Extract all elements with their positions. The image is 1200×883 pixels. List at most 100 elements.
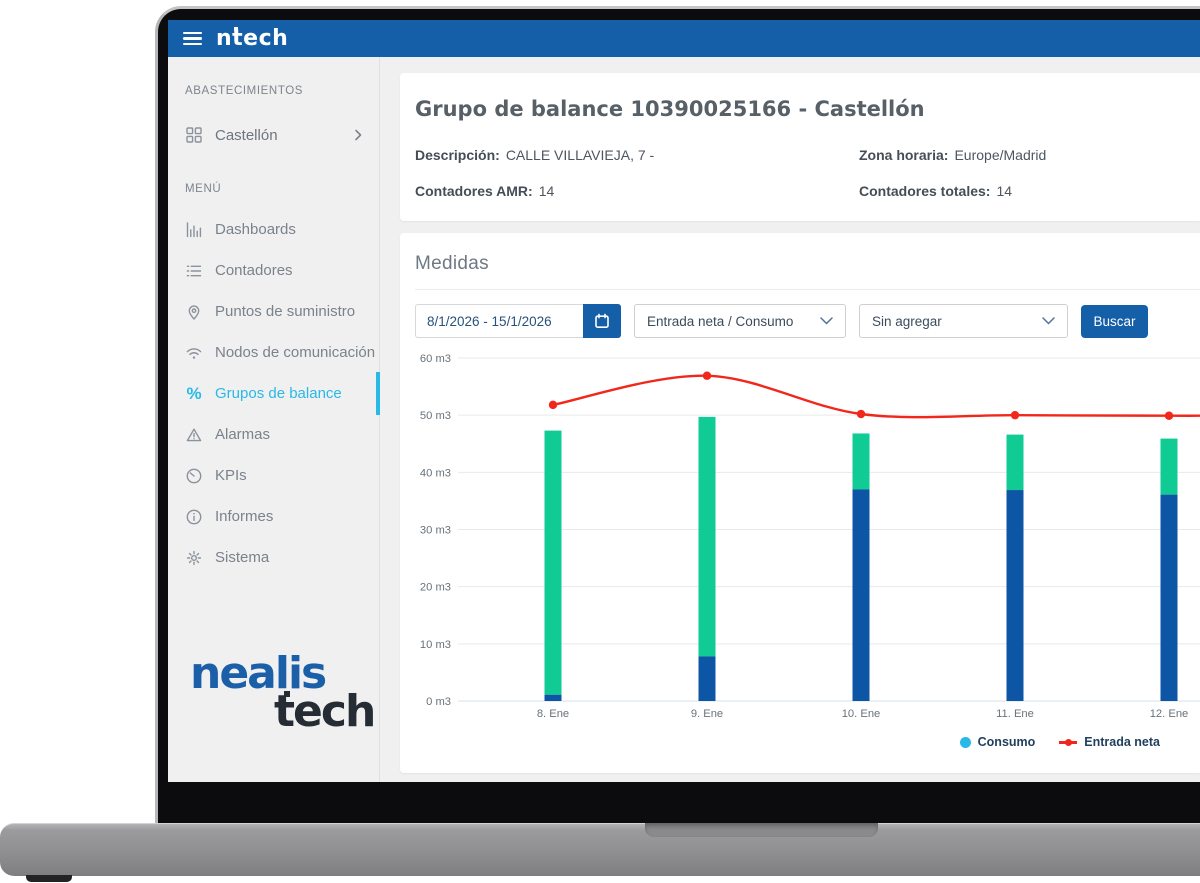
medidas-title: Medidas: [415, 253, 489, 274]
hamburger-menu-icon[interactable]: [183, 31, 203, 46]
series-select-value: Entrada neta / Consumo: [647, 313, 794, 329]
list-icon: [185, 262, 203, 280]
legend-item-entrada-neta[interactable]: Entrada neta: [1059, 735, 1160, 749]
field-label: Contadores totales:: [859, 183, 991, 199]
svg-text:10. Ene: 10. Ene: [842, 708, 881, 720]
laptop-screen: ntech ABASTECIMIENTOS Castellón MENÚ Das…: [168, 20, 1200, 782]
chevron-down-icon: [1042, 317, 1055, 325]
grid-icon: [185, 126, 203, 144]
sidebar-item-label: Dashboards: [215, 221, 296, 238]
legend-label: Consumo: [977, 735, 1036, 749]
map-pin-icon: [185, 303, 203, 321]
main-content: Grupo de balance 10390025166 - Castellón…: [380, 57, 1200, 782]
active-indicator: [376, 372, 380, 415]
bar-chart-icon: [185, 221, 203, 239]
sidebar-section-supplies: ABASTECIMIENTOS: [185, 85, 304, 97]
percent-icon: %: [186, 383, 202, 403]
date-range-input[interactable]: [415, 304, 583, 338]
sidebar-menu: Dashboards Contadores Puntos de suministro…: [168, 209, 380, 578]
sidebar-item-contadores[interactable]: Contadores: [168, 250, 379, 291]
svg-text:50 m3: 50 m3: [420, 410, 451, 422]
chevron-down-icon: [820, 317, 833, 325]
svg-text:40 m3: 40 m3: [420, 467, 451, 479]
svg-text:20 m3: 20 m3: [420, 582, 451, 594]
field-label: Contadores AMR:: [415, 183, 533, 199]
sidebar-item-grupos-de-balance[interactable]: % Grupos de balance: [168, 372, 380, 415]
field-descripci-n: Descripción: CALLE VILLAVIEJA, 7 -: [415, 147, 859, 163]
nealis-tech-logo: nealis tech: [190, 647, 376, 737]
sidebar-section-menu: MENÚ: [185, 183, 222, 195]
brand-nealis: nealis: [190, 647, 327, 699]
svg-text:30 m3: 30 m3: [420, 525, 451, 537]
measures-chart[interactable]: 0 m3 10 m3 20 m3 30 m3 40 m3 50 m3 60 m3 8. Ene…: [415, 350, 1200, 749]
field-label: Descripción:: [415, 147, 500, 163]
sidebar-item-dashboards[interactable]: Dashboards: [168, 209, 379, 250]
chevron-right-icon: [351, 128, 365, 142]
sidebar-item-label: Puntos de suministro: [215, 303, 356, 320]
svg-text:12. Ene: 12. Ene: [1150, 708, 1189, 720]
legend-line-marker: [1059, 737, 1078, 748]
legend-label: Entrada neta: [1084, 735, 1160, 749]
svg-text:0 m3: 0 m3: [426, 696, 451, 708]
gear-icon: [185, 549, 203, 567]
field-contadores-amr: Contadores AMR: 14: [415, 183, 859, 199]
field-zona-horaria: Zona horaria: Europe/Madrid: [859, 147, 1185, 163]
sidebar-item-label: Informes: [215, 508, 274, 525]
divider: [415, 289, 1200, 290]
sidebar-item-label: KPIs: [215, 467, 247, 484]
warning-triangle-icon: [185, 426, 203, 444]
filters-bar: Entrada neta / Consumo Sin agregar Busca…: [415, 304, 1200, 338]
svg-text:11. Ene: 11. Ene: [996, 708, 1034, 720]
calendar-button[interactable]: [583, 304, 621, 338]
sidebar-item-nodos-de-comunicaci-n[interactable]: Nodos de comunicación: [168, 332, 379, 373]
sidebar-item-kpis[interactable]: KPIs: [168, 455, 379, 496]
wifi-icon: [185, 344, 203, 362]
balance-group-fields: Descripción: CALLE VILLAVIEJA, 7 - Zona ho…: [415, 147, 1185, 199]
logo-dot: [234, 26, 238, 31]
aggregate-select-value: Sin agregar: [872, 313, 942, 329]
brand-dot: [284, 690, 290, 697]
calendar-icon: [595, 313, 609, 329]
svg-text:9. Ene: 9. Ene: [691, 708, 723, 720]
gauge-icon: [185, 467, 203, 485]
chart-svg: 0 m3 10 m3 20 m3 30 m3 40 m3 50 m3 60 m3 8. Ene…: [420, 353, 1200, 720]
svg-text:10 m3: 10 m3: [420, 639, 451, 651]
field-value: 14: [538, 183, 555, 199]
sidebar-item-alarmas[interactable]: Alarmas: [168, 414, 379, 455]
chart-legend: Consumo Entrada neta: [415, 735, 1160, 749]
supply-label: Castellón: [215, 126, 278, 144]
laptop-foot: [26, 875, 72, 882]
sidebar-item-label: Nodos de comunicación: [215, 344, 376, 361]
field-contadores-totales: Contadores totales: 14: [859, 183, 1185, 199]
app-bar: ntech: [168, 20, 1200, 57]
sidebar-item-puntos-de-suministro[interactable]: Puntos de suministro: [168, 291, 379, 332]
laptop-base: [0, 823, 1200, 876]
sidebar-item-informes[interactable]: Informes: [168, 496, 379, 537]
aggregate-select[interactable]: Sin agregar: [859, 304, 1068, 338]
search-button[interactable]: Buscar: [1081, 304, 1148, 338]
sidebar-item-sistema[interactable]: Sistema: [168, 537, 379, 578]
sidebar: ABASTECIMIENTOS Castellón MENÚ Dashboard…: [168, 57, 380, 782]
svg-text:8. Ene: 8. Ene: [537, 708, 569, 720]
balance-group-card: Grupo de balance 10390025166 - Castellón…: [400, 73, 1200, 221]
date-range-group: [415, 304, 621, 338]
sidebar-item-label: Contadores: [215, 262, 293, 279]
series-select[interactable]: Entrada neta / Consumo: [634, 304, 846, 338]
medidas-card: Medidas: [400, 233, 1200, 773]
field-label: Zona horaria:: [859, 147, 949, 163]
brand-tech: tech: [274, 685, 376, 737]
laptop-notch: [645, 823, 878, 837]
sidebar-item-label: Grupos de balance: [215, 385, 342, 402]
field-value: CALLE VILLAVIEJA, 7 -: [505, 147, 655, 163]
sidebar-item-label: Alarmas: [215, 426, 271, 443]
info-icon: [185, 508, 203, 526]
legend-item-consumo[interactable]: Consumo: [959, 735, 1036, 749]
field-value: 14: [996, 183, 1013, 199]
field-value: Europe/Madrid: [954, 147, 1047, 163]
sidebar-item-label: Sistema: [215, 549, 270, 566]
svg-text:60 m3: 60 m3: [420, 353, 451, 365]
page-title: Grupo de balance 10390025166 - Castellón: [415, 97, 925, 121]
sidebar-item-castellon[interactable]: Castellón: [168, 115, 379, 155]
app-body: ABASTECIMIENTOS Castellón MENÚ Dashboard…: [168, 57, 1200, 782]
